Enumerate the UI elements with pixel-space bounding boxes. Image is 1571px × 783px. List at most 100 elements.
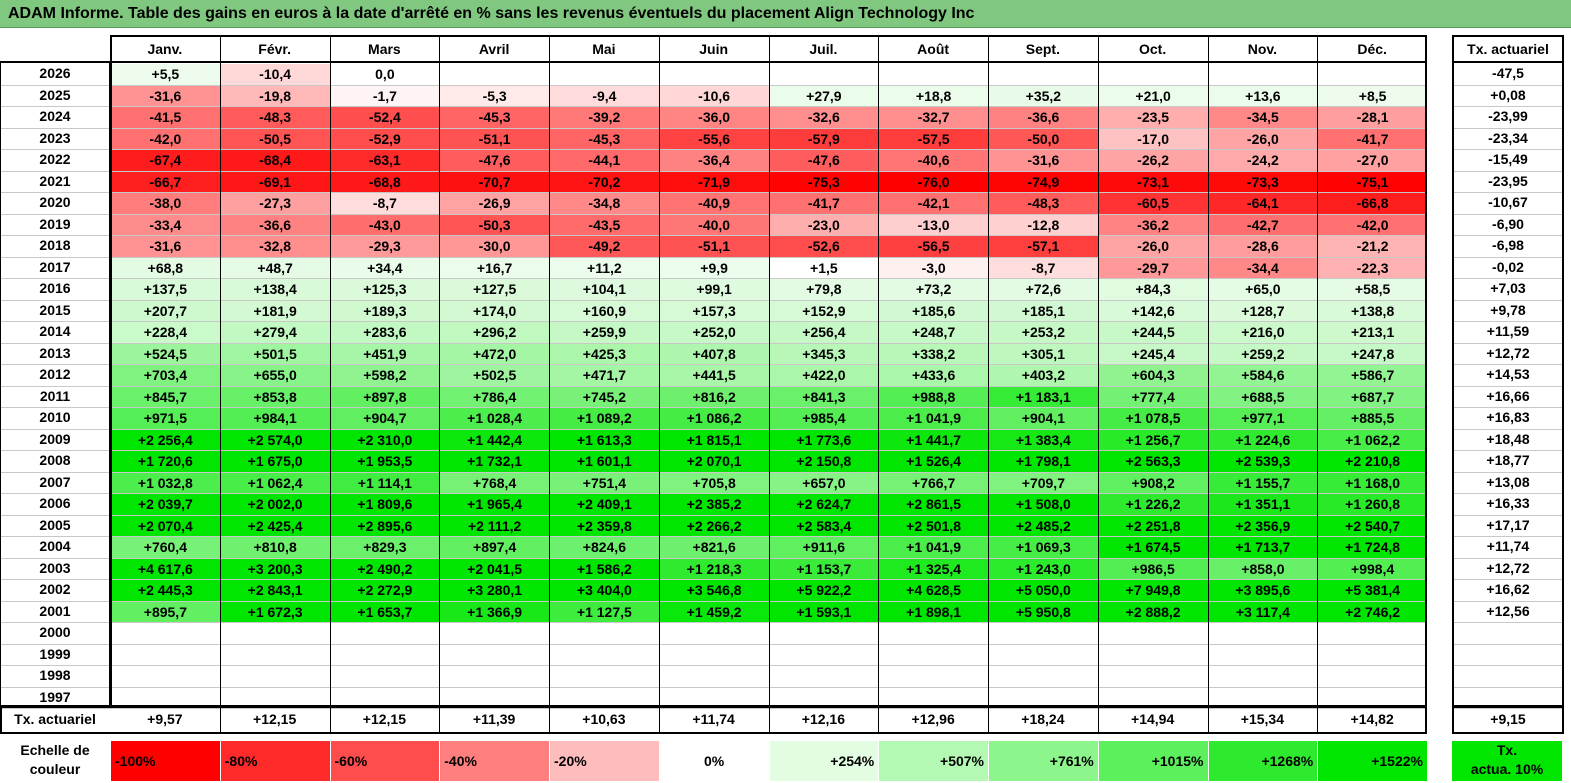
legend-swatch: -60% xyxy=(330,741,440,781)
table-cell: +971,5 xyxy=(111,408,220,429)
column-header: Févr. xyxy=(258,41,291,57)
table-cell xyxy=(111,623,220,644)
table-cell xyxy=(659,64,769,85)
table-cell: +472,0 xyxy=(440,343,549,364)
table-cell xyxy=(989,687,1098,708)
footer-rate-cell: +12,16 xyxy=(801,711,845,727)
table-cell: +1 773,6 xyxy=(769,429,879,450)
table-cell: -41,5 xyxy=(111,107,220,128)
table-cell: +441,5 xyxy=(659,365,769,386)
table-cell: +99,1 xyxy=(659,279,769,300)
table-cell: +904,1 xyxy=(989,408,1098,429)
table-cell: +709,7 xyxy=(989,472,1098,493)
legend-swatch: +507% xyxy=(879,741,988,781)
table-cell: -43,5 xyxy=(550,214,659,235)
table-cell: +1 593,1 xyxy=(769,601,879,622)
table-cell: -10,4 xyxy=(220,64,330,85)
row-rule xyxy=(0,708,111,709)
row-year: 2020 xyxy=(39,194,71,210)
row-rule xyxy=(1452,450,1564,451)
column-rule xyxy=(1207,36,1209,733)
table-cell: +777,4 xyxy=(1098,386,1208,407)
row-rule xyxy=(1452,321,1564,322)
table-cell: +3 895,6 xyxy=(1208,580,1318,601)
table-cell: +3 200,3 xyxy=(220,558,330,579)
row-rate: +7,03 xyxy=(1490,280,1526,296)
table-cell: -28,6 xyxy=(1208,236,1318,257)
table-cell xyxy=(220,687,330,708)
table-cell: +3 546,8 xyxy=(659,580,769,601)
row-rule xyxy=(0,278,111,279)
table-cell: -51,1 xyxy=(659,236,769,257)
table-cell: +1 114,1 xyxy=(330,472,440,493)
table-cell: +586,7 xyxy=(1318,365,1427,386)
row-rate: -0,02 xyxy=(1492,258,1524,275)
row-year: 2011 xyxy=(39,387,71,404)
table-cell: -12,8 xyxy=(989,214,1098,235)
table-cell: +502,5 xyxy=(440,365,549,386)
legend-swatch: +761% xyxy=(989,741,1098,781)
table-cell: +2 425,4 xyxy=(220,515,330,536)
table-cell xyxy=(330,687,440,708)
row-rate: -6,90 xyxy=(1492,215,1524,232)
table-cell xyxy=(1098,623,1208,644)
table-cell: -34,4 xyxy=(1208,257,1318,278)
row-rate: +11,74 xyxy=(1486,538,1530,554)
table-cell: +2 266,2 xyxy=(659,515,769,536)
table-cell: +1 383,4 xyxy=(989,429,1098,450)
row-year: 1999 xyxy=(39,645,71,662)
table-cell: +296,2 xyxy=(440,322,549,343)
legend-rate-line1: Tx. xyxy=(1496,742,1518,758)
table-cell: +138,8 xyxy=(1318,300,1427,321)
table-cell: +279,4 xyxy=(220,322,330,343)
row-rule xyxy=(0,600,111,602)
table-cell: +2 256,4 xyxy=(111,429,220,450)
row-rate: +12,56 xyxy=(1486,602,1530,619)
row-rate xyxy=(1452,622,1564,644)
footer-rate-cell: +12,15 xyxy=(362,711,406,727)
table-cell: -21,2 xyxy=(1318,236,1427,257)
legend-swatch: -40% xyxy=(440,741,549,781)
page-title: ADAM Informe. Table des gains en euros à… xyxy=(0,0,1571,28)
table-cell: -36,6 xyxy=(220,214,330,235)
table-cell: +2 041,5 xyxy=(440,558,549,579)
table-cell xyxy=(1318,687,1427,708)
table-cell: +1 366,9 xyxy=(440,601,549,622)
table-cell xyxy=(1208,687,1318,708)
table-cell: +1 351,1 xyxy=(1208,494,1318,515)
table-cell xyxy=(1208,64,1318,85)
table-cell: -43,0 xyxy=(330,214,440,235)
table-cell xyxy=(220,623,330,644)
row-rate xyxy=(1452,644,1564,666)
column-header: Mai xyxy=(592,41,616,57)
table-cell: -45,3 xyxy=(440,107,549,128)
row-year: 2008 xyxy=(39,452,71,468)
column-rule xyxy=(658,36,660,733)
table-cell: +9,9 xyxy=(659,257,769,278)
row-rule xyxy=(1452,170,1564,172)
row-rule xyxy=(0,385,111,387)
table-cell: +1 086,2 xyxy=(659,408,769,429)
row-rule xyxy=(0,514,111,516)
table-cell: +2 746,2 xyxy=(1318,601,1427,622)
table-cell: -17,0 xyxy=(1098,128,1208,149)
table-cell: -66,7 xyxy=(111,171,220,192)
table-cell xyxy=(550,644,659,665)
row-rule xyxy=(1452,192,1564,193)
table-cell: +1 218,3 xyxy=(659,558,769,579)
table-cell: -5,3 xyxy=(440,85,549,106)
table-cell: +766,7 xyxy=(879,472,988,493)
table-cell: +21,0 xyxy=(1098,85,1208,106)
column-rule xyxy=(878,36,880,733)
table-cell: +189,3 xyxy=(330,300,440,321)
row-rule xyxy=(0,622,111,623)
table-cell: +1 078,5 xyxy=(1098,408,1208,429)
row-rule xyxy=(1452,106,1564,107)
table-cell xyxy=(111,687,220,708)
table-cell: +138,4 xyxy=(220,279,330,300)
table-cell: +48,7 xyxy=(220,257,330,278)
table-cell: +1 028,4 xyxy=(440,408,549,429)
table-cell: -50,0 xyxy=(989,128,1098,149)
column-header: Déc. xyxy=(1357,41,1387,57)
column-header: Juin xyxy=(699,41,729,57)
